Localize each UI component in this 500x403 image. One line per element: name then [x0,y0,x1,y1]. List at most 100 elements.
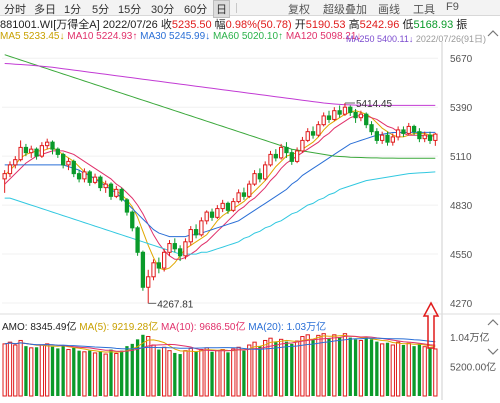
volume-bar [103,353,108,397]
candle-body [310,131,316,136]
price-tick-label: 4270 [450,299,473,310]
volume-bar [247,344,252,397]
volume-bar [278,338,284,397]
ma120-line [4,54,436,159]
tab-multiday[interactable]: 多日 [34,4,56,16]
candle-body [124,199,130,213]
candle-body [103,183,108,189]
tab-1min[interactable]: 1分 [64,4,82,16]
volume-bar [183,350,188,397]
vol-ma10: MA(10): 9686.50亿 [160,322,246,333]
vol-ma20: MA(20): 1.03万亿 [248,322,327,333]
security-code: 881001.WI [0,19,54,31]
tab-daily[interactable]: 日 [213,0,230,18]
volume-bar [125,346,129,396]
super-overlay-button[interactable]: 超级叠加 [323,4,367,16]
tab-60min[interactable]: 60分 [184,4,208,16]
ma-legend: MA5 5233.45↓ MA10 5224.93↑ MA30 5245.99↓… [0,31,361,44]
candle-body [13,159,18,166]
volume-bar [204,347,209,397]
volume-tick-label: 1.04万亿 [450,331,489,344]
candle-body [278,146,284,159]
candle-body [273,153,278,159]
chevron-down-icon [487,348,499,355]
volume-bar [294,340,300,397]
open-label: 开 [294,19,306,31]
candle-body [23,146,29,154]
volume-bar [364,337,368,396]
candle-body [411,125,417,133]
volume-bar [375,341,379,396]
tab-15min[interactable]: 15分 [118,4,142,16]
tab-5min[interactable]: 5分 [92,4,110,16]
volume-bar [18,339,23,397]
volume-bar [422,346,427,397]
draw-line-button[interactable]: 画线 [378,4,400,16]
candle-body [119,188,124,201]
candle-body [342,106,348,115]
vol-ma20-line [4,337,436,350]
tab-30min[interactable]: 30分 [151,4,175,16]
candle-body [257,173,263,180]
candle-body [7,164,13,175]
volume-bar [284,341,289,396]
high-annotation: 5414.45 [356,99,393,110]
candle-body [395,129,401,138]
volume-bar [141,334,145,396]
volume-bar [258,346,262,396]
volume-bar [321,333,326,397]
price-tick-label: 5670 [450,54,473,65]
quote-info-bar: 881001.WI[万得全A] 2022/07/26 收5235.50 幅0.9… [0,16,467,31]
close-label: 收 [160,19,172,31]
volume-bar [417,343,422,396]
candle-body [162,251,167,269]
candle-body [374,131,380,141]
volume-bar [188,347,193,397]
candle-body [364,113,369,126]
ma10-legend: MA10 5224.93↑ [67,31,138,42]
price-tick-label: 4550 [450,250,473,261]
candle-body [172,243,177,250]
adjust-button[interactable]: 复权 [288,4,310,16]
candle-body [199,220,204,236]
candle-body [183,241,188,257]
overlay-date-tag: MA250 5400.11↓ 2022/07/26(91日) [346,32,486,45]
candle-body [247,183,252,197]
candle-body [140,251,146,288]
candle-body [225,202,231,211]
vol-ma10-line [4,335,436,352]
candle-body [268,153,273,166]
candle-body [263,164,268,180]
tools-button[interactable]: 工具 [413,4,435,16]
candle-body [401,129,406,134]
volume-bar [236,346,241,397]
candle-body [98,176,103,189]
tab-intraday[interactable]: 分时 [4,4,26,16]
volume-bar [274,342,278,396]
ma250-line [4,63,436,106]
volume-bar [151,344,156,397]
candle-body [34,148,39,157]
ma10-line [4,115,436,260]
candle-body [353,111,358,119]
candle-body [337,110,342,115]
candle-body [135,227,140,253]
volume-bar [342,333,348,397]
volume-bar [215,350,220,397]
volume-bar [380,343,385,397]
volume-bar [412,346,416,396]
volume-bar [178,354,182,396]
candle-body [177,248,183,257]
vol-ma5: MA(5): 9219.28亿 [79,322,159,333]
f9-button[interactable]: F9 [446,1,459,13]
volume-bar [77,350,81,396]
candle-body [151,262,156,278]
volume-bar [82,351,87,397]
candle-body [220,202,225,210]
volume-bar [406,342,411,397]
volume-bar [39,344,45,397]
volume-bar [2,343,7,397]
volume-bar [88,350,92,396]
candle-body [29,148,34,154]
